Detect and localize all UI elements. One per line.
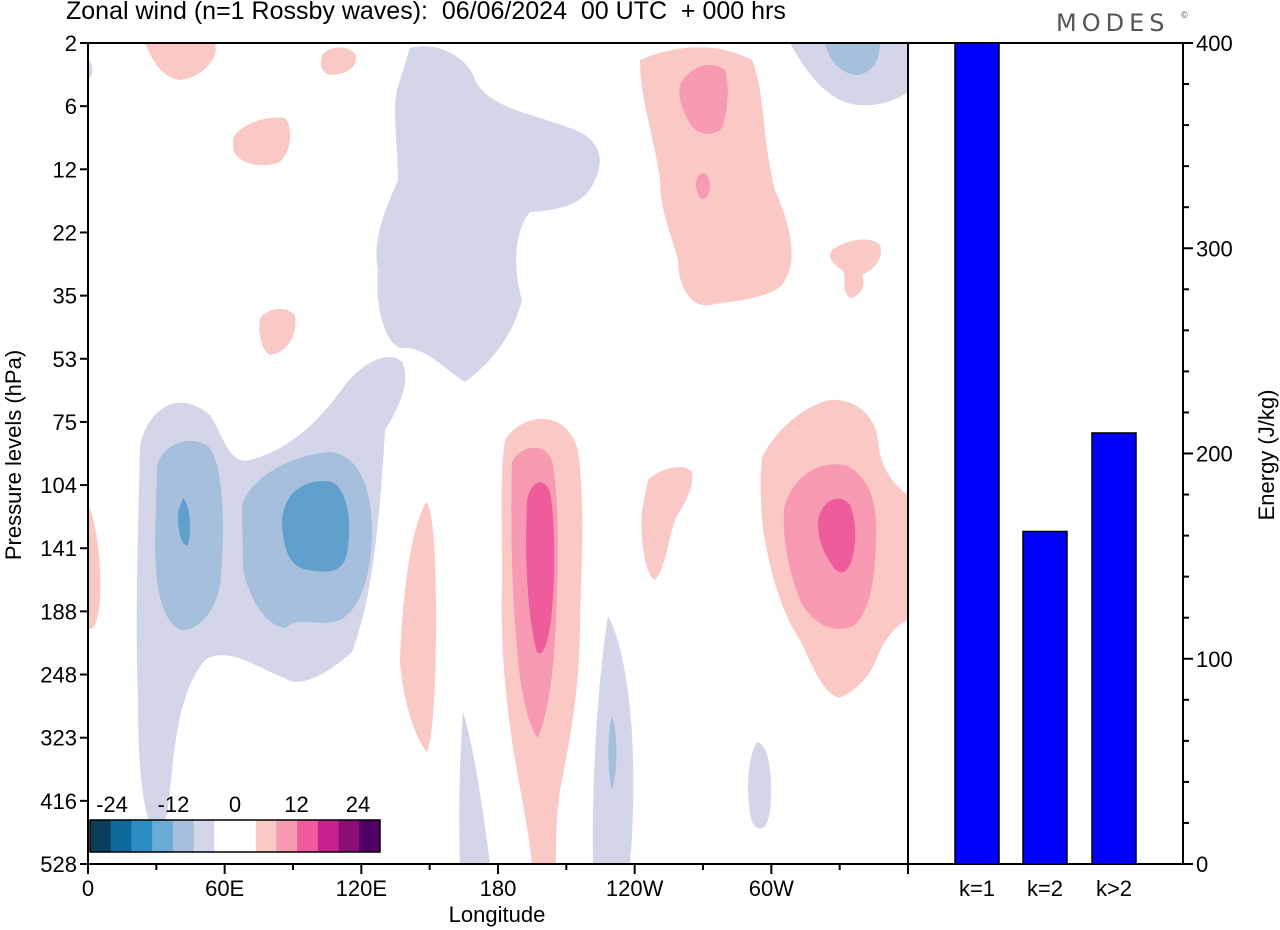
y-tick-label: 2 — [65, 31, 77, 56]
negative-region-left-edge — [88, 60, 93, 80]
chart-title: Zonal wind (n=1 Rossby waves): 06/06/202… — [66, 0, 786, 25]
colorbar-swatch — [172, 820, 195, 852]
colorbar-tick-label: 24 — [346, 792, 370, 817]
zonal-wind-field — [88, 43, 908, 864]
positive-region-upper-mid — [679, 65, 728, 134]
positive-region-small-4 — [830, 239, 881, 298]
y-tick-label: 35 — [53, 284, 77, 309]
positive-region-small-1 — [320, 47, 357, 75]
energy-tick-label: 300 — [1196, 236, 1233, 261]
energy-bar — [954, 42, 1000, 865]
colorbar-tick-label: -12 — [158, 792, 190, 817]
y-tick-label: 141 — [40, 536, 77, 561]
x-tick-label: 0 — [82, 876, 94, 901]
colorbar-swatch — [152, 820, 174, 852]
y-tick-label: 528 — [40, 852, 77, 877]
positive-core-central — [526, 482, 555, 654]
colorbar-swatch — [131, 820, 153, 852]
positive-region-narrow-1 — [400, 502, 436, 752]
colorbar-tick-label: 12 — [284, 792, 308, 817]
y-tick-label: 104 — [40, 473, 77, 498]
negative-region-lower-a — [459, 712, 490, 864]
y-tick-label: 22 — [53, 220, 77, 245]
colorbar-tick-label: 0 — [229, 792, 241, 817]
energy-tick-label: 200 — [1196, 442, 1233, 467]
x-tick-label: 120E — [336, 876, 387, 901]
colorbar-swatch — [110, 820, 132, 852]
colorbar-swatch — [359, 820, 381, 852]
colorbar-swatch — [255, 820, 277, 852]
negative-region-lower-c — [747, 742, 772, 829]
x-tick-label: 120W — [606, 876, 664, 901]
negative-region-upper-central — [376, 46, 600, 383]
pressure-axis: 2 6 12 22 35 53 75 104 141 188 248 323 416 528 — [40, 31, 88, 877]
positive-region-small-3 — [259, 308, 296, 355]
brand-logo: MODES — [1056, 9, 1170, 37]
y-tick-label: 75 — [53, 410, 77, 435]
colorbar-swatch — [276, 820, 298, 852]
colorbar-swatch — [317, 820, 340, 852]
negative-core-east — [282, 481, 350, 572]
positive-region-left-edge — [88, 505, 101, 630]
energy-bar — [1091, 432, 1137, 865]
colorbar-frame — [89, 819, 381, 853]
negative-region-top-right-inner — [825, 43, 880, 75]
colorbar-swatch — [193, 820, 215, 852]
y-tick-label: 416 — [40, 789, 77, 814]
x-tick-label: 60W — [749, 876, 794, 901]
colorbar-swatch — [235, 820, 257, 852]
negative-core-west — [177, 498, 191, 546]
y-tick-label: 53 — [53, 347, 77, 372]
colorbar-swatch — [90, 820, 112, 852]
positive-region-upper-small — [696, 173, 710, 200]
colorbar-swatch — [338, 820, 360, 852]
positive-region-small-5 — [641, 466, 693, 580]
energy-axis: 0 100 200 300 400 — [1183, 31, 1233, 877]
positive-region-top-left — [145, 43, 216, 80]
colorbar-swatch — [214, 820, 236, 852]
y-axis-title: Pressure levels (hPa) — [1, 350, 26, 560]
energy-axis-title: Energy (J/kg) — [1254, 390, 1279, 521]
y-tick-label: 12 — [53, 157, 77, 182]
colorbar-legend: -24 -12 0 12 24 — [89, 792, 381, 853]
y-tick-label: 248 — [40, 663, 77, 688]
positive-region-upper-right — [640, 47, 792, 306]
x-tick-label: 60E — [205, 876, 244, 901]
y-tick-label: 188 — [40, 599, 77, 624]
energy-bars: k=1 k=2 k>2 — [954, 42, 1137, 901]
energy-tick-label: 0 — [1196, 852, 1208, 877]
brand-copyright: © — [1181, 10, 1188, 20]
bar-category-label: k>2 — [1096, 876, 1132, 901]
colorbar-tick-label: -24 — [96, 792, 128, 817]
positive-core-east — [817, 498, 856, 573]
bar-category-label: k=2 — [1027, 876, 1063, 901]
energy-bar — [1022, 530, 1068, 865]
positive-region-small-2 — [233, 117, 291, 166]
negative-region-small — [608, 716, 617, 790]
energy-tick-label: 100 — [1196, 647, 1233, 672]
negative-region-top-right — [790, 43, 908, 106]
colorbar-swatch — [297, 820, 319, 852]
longitude-axis: 0 60E 120E 180 120W 60W — [82, 864, 909, 901]
y-tick-label: 6 — [65, 94, 77, 119]
x-axis-title: Longitude — [449, 902, 546, 927]
x-tick-label: 180 — [480, 876, 517, 901]
energy-tick-label: 400 — [1196, 31, 1233, 56]
bar-category-label: k=1 — [959, 876, 995, 901]
y-tick-label: 323 — [40, 726, 77, 751]
